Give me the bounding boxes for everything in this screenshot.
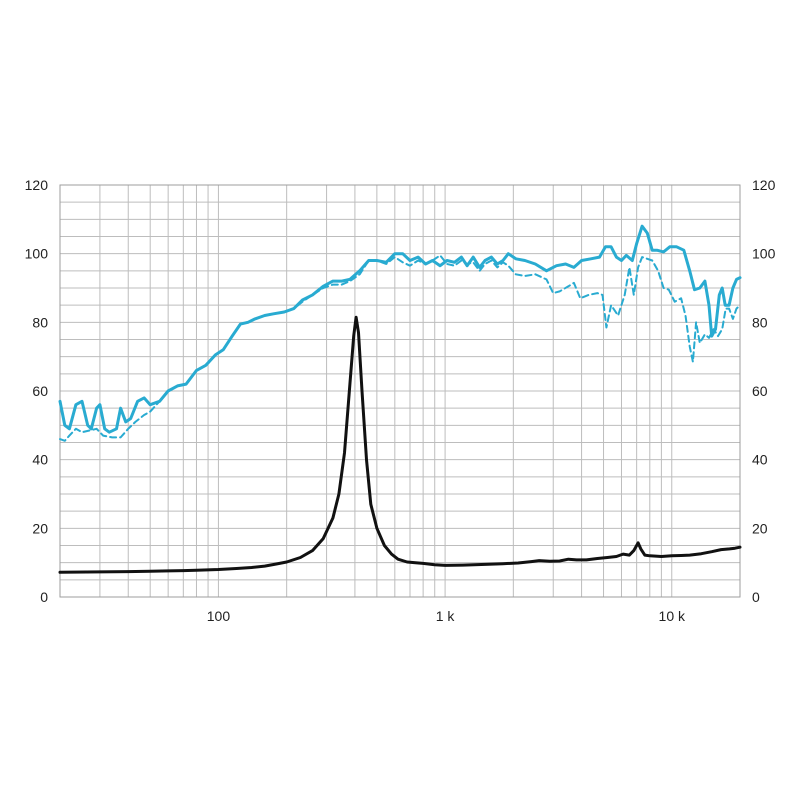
right-y-tick-label: 120 xyxy=(752,177,776,193)
right-y-tick-label: 0 xyxy=(752,589,760,605)
series-line-3 xyxy=(58,315,742,574)
right-y-axis: 0 20 40 60 80 100 120 xyxy=(752,177,776,605)
left-y-tick-label: 80 xyxy=(32,314,48,330)
right-y-tick-label: 100 xyxy=(752,246,776,262)
x-axis: 100 1 k 10 k xyxy=(207,608,686,624)
series-line-1 xyxy=(58,224,742,434)
grid xyxy=(59,184,741,598)
left-y-tick-label: 40 xyxy=(32,452,48,468)
right-y-tick-label: 40 xyxy=(752,452,768,468)
right-y-tick-label: 60 xyxy=(752,383,768,399)
plot-area-frame xyxy=(59,184,741,598)
left-y-tick-label: 100 xyxy=(25,246,49,262)
series-group xyxy=(58,224,742,574)
left-y-tick-label: 0 xyxy=(40,589,48,605)
right-y-tick-label: 20 xyxy=(752,520,768,536)
left-y-tick-label: 60 xyxy=(32,383,48,399)
right-y-tick-label: 80 xyxy=(752,314,768,330)
left-y-tick-label: 120 xyxy=(25,177,49,193)
x-tick-label: 1 k xyxy=(436,608,456,624)
left-y-axis: 0 20 40 60 80 100 120 xyxy=(25,177,49,605)
series-line-2 xyxy=(59,254,741,442)
x-tick-label: 100 xyxy=(207,608,231,624)
x-tick-label: 10 k xyxy=(659,608,686,624)
left-y-tick-label: 20 xyxy=(32,520,48,536)
